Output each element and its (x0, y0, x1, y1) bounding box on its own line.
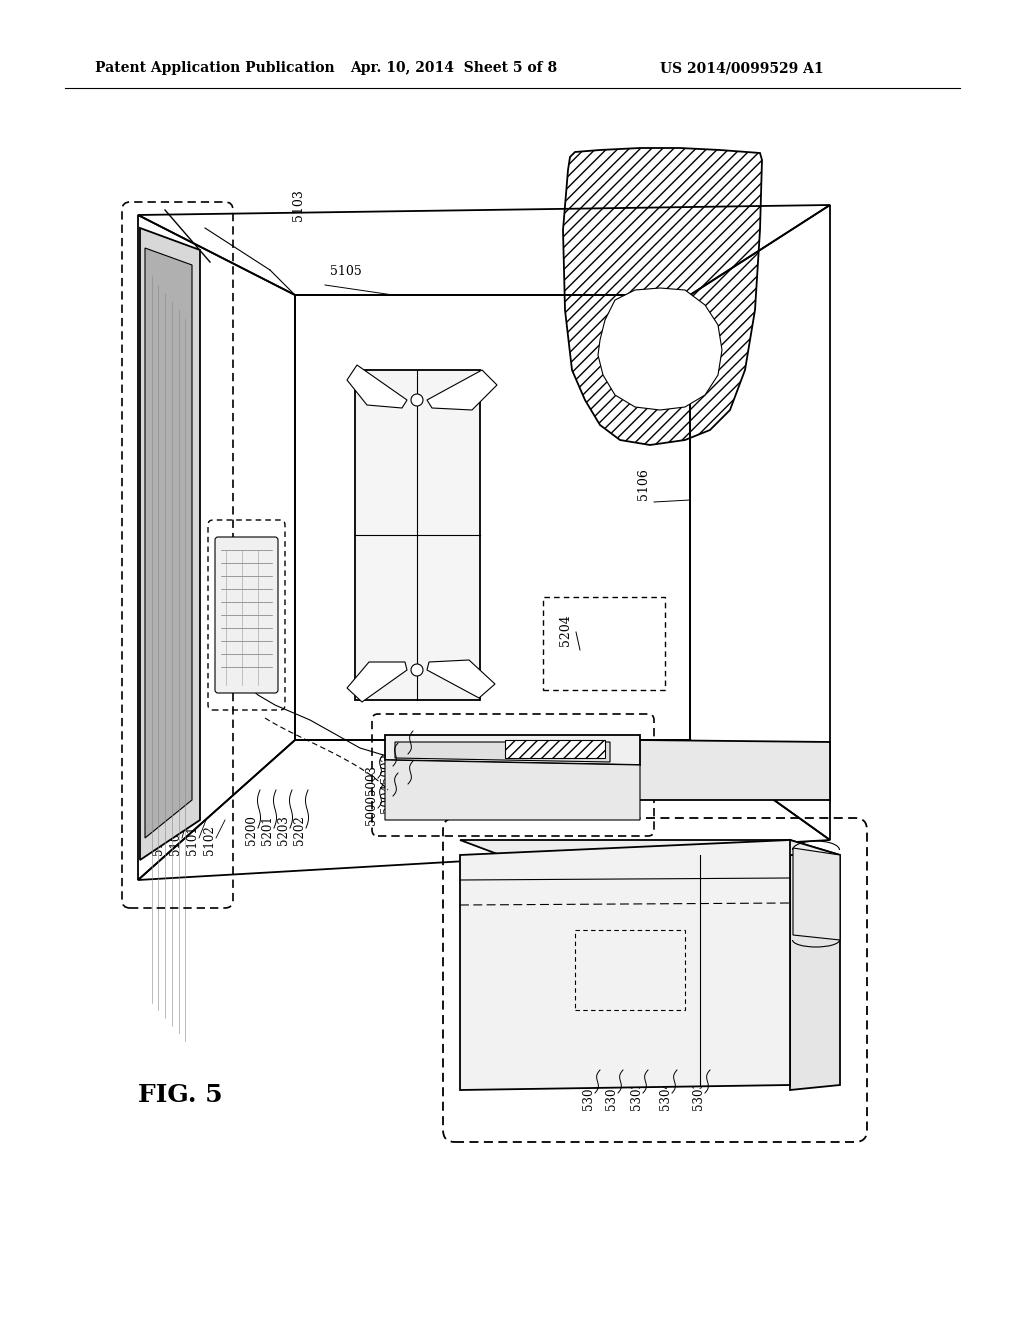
Text: 5300: 5300 (582, 1080, 595, 1110)
Text: Patent Application Publication: Patent Application Publication (95, 61, 335, 75)
Polygon shape (427, 660, 495, 698)
FancyBboxPatch shape (215, 537, 278, 693)
Bar (543, 597, 665, 690)
Text: 5000: 5000 (365, 795, 378, 825)
Polygon shape (793, 847, 840, 940)
Polygon shape (598, 288, 722, 411)
Text: Apr. 10, 2014  Sheet 5 of 8: Apr. 10, 2014 Sheet 5 of 8 (350, 61, 557, 75)
Text: 5103: 5103 (292, 189, 305, 220)
Text: 5201: 5201 (261, 816, 274, 845)
Polygon shape (347, 366, 407, 408)
Polygon shape (638, 741, 830, 800)
Text: 5200: 5200 (245, 814, 258, 845)
Text: FIG. 5: FIG. 5 (138, 1082, 222, 1107)
Text: US 2014/0099529 A1: US 2014/0099529 A1 (660, 61, 823, 75)
Polygon shape (395, 742, 610, 762)
Text: 5003: 5003 (365, 766, 378, 795)
Text: 5003: 5003 (395, 771, 408, 801)
Text: 5302: 5302 (630, 1080, 643, 1110)
Text: 5203: 5203 (278, 814, 290, 845)
Text: 5004: 5004 (380, 783, 393, 813)
Circle shape (411, 664, 423, 676)
Text: 5304: 5304 (659, 1080, 672, 1110)
Text: 5105: 5105 (330, 265, 361, 279)
Polygon shape (790, 840, 840, 1090)
Text: 5100: 5100 (169, 825, 182, 855)
Text: 5002: 5002 (380, 754, 393, 783)
Polygon shape (385, 735, 640, 766)
Polygon shape (140, 228, 200, 861)
Text: 5202: 5202 (293, 816, 306, 845)
Polygon shape (563, 148, 762, 445)
Text: 5101: 5101 (186, 825, 199, 855)
Bar (575, 931, 685, 1010)
Bar (505, 741, 605, 758)
Text: 5303: 5303 (692, 1080, 705, 1110)
Text: 5104: 5104 (152, 825, 165, 855)
Text: 5301: 5301 (605, 1080, 618, 1110)
Text: 5106: 5106 (637, 469, 650, 500)
Circle shape (411, 393, 423, 407)
Polygon shape (460, 840, 840, 855)
Polygon shape (427, 370, 497, 411)
Polygon shape (385, 760, 640, 820)
Polygon shape (347, 663, 407, 702)
Text: 5204: 5204 (559, 614, 572, 645)
Text: 5102: 5102 (203, 825, 216, 855)
Text: 5107: 5107 (441, 474, 455, 506)
Polygon shape (460, 840, 790, 1090)
Text: 5001: 5001 (395, 741, 408, 771)
Bar (355, 370, 480, 700)
Polygon shape (145, 248, 193, 838)
